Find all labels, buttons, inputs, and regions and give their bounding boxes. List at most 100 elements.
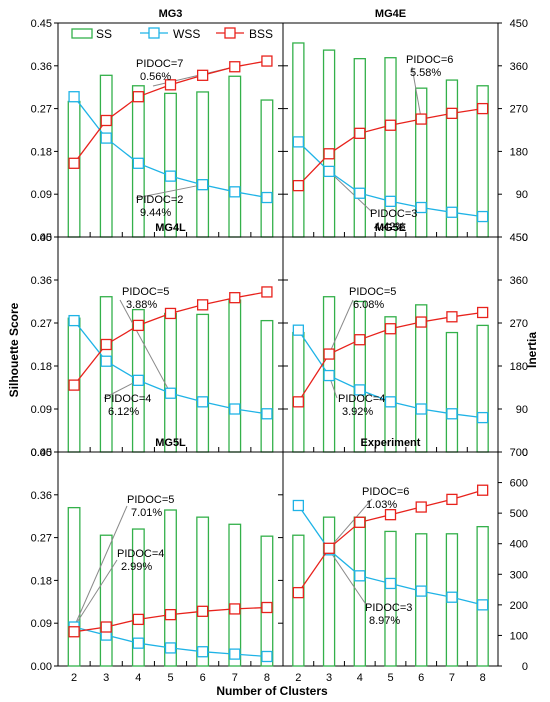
mg5e-marker-wss xyxy=(384,396,397,408)
experiment-marker-wss xyxy=(292,499,305,512)
mg3-annotation-text: PIDOC=2 xyxy=(136,194,183,206)
mg4e-y-right-tick-label: 360 xyxy=(510,61,528,73)
mg4e-y-right-tick-label: 90 xyxy=(516,189,528,201)
mg5e-annotation-text: 3.92% xyxy=(342,406,373,418)
y-axis-label-right: Inertia xyxy=(525,332,539,368)
mg5e-annotation-text: PIDOC=5 xyxy=(349,286,396,298)
experiment-x-tick-label: 6 xyxy=(418,672,424,684)
mg3-annotation-text: 0.56% xyxy=(140,71,171,83)
experiment-bar-ss xyxy=(384,530,397,667)
mg3-bar-ss xyxy=(67,100,81,238)
mg5l-frame xyxy=(57,451,284,667)
mg5l-title: MG5L xyxy=(155,437,186,449)
mg4e-y-right-tick-label: 180 xyxy=(510,146,528,158)
mg3-marker-wss xyxy=(68,91,80,103)
mg4l-bar-ss xyxy=(260,319,274,453)
mg5l-bar-ss xyxy=(67,506,81,667)
experiment-annotation-leader xyxy=(328,498,373,549)
mg4l-y-left-tick-label: 0.36 xyxy=(31,275,52,287)
mg3-y-left-tick-label: 0.36 xyxy=(31,61,52,73)
mg4e-marker-bss xyxy=(292,179,305,192)
mg4l-marker-bss xyxy=(164,307,177,320)
mg5l-y-left-tick-label: 0.36 xyxy=(31,490,52,502)
mg5e-y-right-tick-label: 180 xyxy=(510,361,528,373)
mg5l-marker-bss xyxy=(261,601,273,614)
mg4l-y-left-tick-label: 0.45 xyxy=(31,232,52,244)
mg5e-annotation-text: PIDOC=4 xyxy=(338,393,385,405)
experiment-y-right-tick-label: 600 xyxy=(510,478,528,490)
mg5l-annotation-leader xyxy=(73,505,128,628)
mg5e-marker-wss xyxy=(292,324,305,336)
mg5e-y-right-tick-label: 270 xyxy=(510,318,528,330)
mg5l-marker-wss xyxy=(132,637,145,649)
mg5l-marker-bss xyxy=(164,608,177,621)
mg3-line-wss xyxy=(73,96,268,199)
y-axis-label-left: Silhouette Score xyxy=(7,302,21,397)
mg5e-bar-ss xyxy=(353,300,366,453)
mg5l-bar-ss xyxy=(260,535,274,667)
mg5e-marker-bss xyxy=(354,334,366,346)
mg5e-marker-bss xyxy=(384,323,397,335)
mg5e-marker-bss xyxy=(292,396,305,408)
experiment-x-tick-label: 8 xyxy=(480,672,486,684)
mg3-bar-ss xyxy=(196,91,210,238)
mg4l-annotation-leader xyxy=(119,299,171,394)
mg4e-annotation-text: 5.58% xyxy=(410,67,441,79)
mg5e-y-right-tick-label: 0 xyxy=(522,447,528,459)
experiment-marker-bss xyxy=(292,586,305,599)
experiment-annotation-leader xyxy=(328,549,368,607)
mg4l-marker-wss xyxy=(100,355,112,367)
mg3-marker-bss xyxy=(196,69,209,81)
mg5e-marker-bss xyxy=(323,348,335,360)
mg5e-marker-bss xyxy=(446,311,458,323)
experiment-bar-ss xyxy=(415,533,428,667)
experiment-x-tick-label: 7 xyxy=(449,672,455,684)
experiment-y-right-tick-label: 200 xyxy=(510,600,528,612)
mg4e-marker-bss xyxy=(476,102,489,115)
mg5l-annotation-text: PIDOC=5 xyxy=(127,494,174,506)
mg3-bar-ss xyxy=(228,75,242,238)
mg5l-y-left-tick-label: 0.18 xyxy=(31,575,52,587)
experiment-annotation-text: 8.97% xyxy=(369,615,400,627)
mg5l-annotation-text: 2.99% xyxy=(121,561,152,573)
experiment-bar-ss xyxy=(353,516,366,667)
experiment-annotation-text: PIDOC=3 xyxy=(365,602,412,614)
experiment-y-right-tick-label: 100 xyxy=(510,630,528,642)
mg4e-marker-bss xyxy=(384,119,397,131)
mg4e-marker-bss xyxy=(446,107,458,120)
mg3-bar-ss xyxy=(99,74,113,238)
mg4l-annotation-text: 6.12% xyxy=(108,406,139,418)
mg4l-y-left-tick-label: 0.00 xyxy=(31,447,52,459)
experiment-annotation-text: 1.03% xyxy=(366,499,397,511)
mg5e-y-right-tick-label: 90 xyxy=(516,404,528,416)
mg5l-bar-ss xyxy=(196,516,210,667)
mg4l-marker-bss xyxy=(229,292,241,304)
mg4e-marker-wss xyxy=(384,195,397,207)
mg5l-bar-ss xyxy=(228,523,242,667)
experiment-marker-wss xyxy=(476,599,489,611)
mg3-y-left-tick-label: 0.45 xyxy=(31,18,52,30)
legend-item-wss: WSS xyxy=(140,27,200,41)
mg5l-x-tick-label: 4 xyxy=(135,672,141,684)
experiment-y-right-tick-label: 700 xyxy=(510,447,528,459)
legend-label-ss: SS xyxy=(96,27,112,41)
mg4l-annotation-text: 3.88% xyxy=(126,299,157,311)
mg5l-x-tick-label: 7 xyxy=(232,672,238,684)
mg4l-marker-wss xyxy=(196,396,209,408)
mg4e-y-right-tick-label: 450 xyxy=(510,18,528,30)
mg5l-x-tick-label: 5 xyxy=(167,672,173,684)
mg4e-marker-wss xyxy=(292,136,305,148)
mg5l-marker-bss xyxy=(100,621,112,633)
mg5e-marker-bss xyxy=(415,316,427,328)
mg3-marker-bss xyxy=(68,157,80,169)
mg4e-marker-wss xyxy=(446,206,458,218)
mg4e-annotation-leader xyxy=(328,171,373,213)
mg3-marker-wss xyxy=(196,179,209,191)
experiment-x-tick-label: 5 xyxy=(387,672,393,684)
mg5e-bar-ss xyxy=(292,331,305,453)
mg5l-marker-wss xyxy=(261,650,273,663)
experiment-frame xyxy=(282,451,499,667)
mg3-marker-wss xyxy=(132,157,145,169)
experiment-marker-bss xyxy=(476,484,489,496)
